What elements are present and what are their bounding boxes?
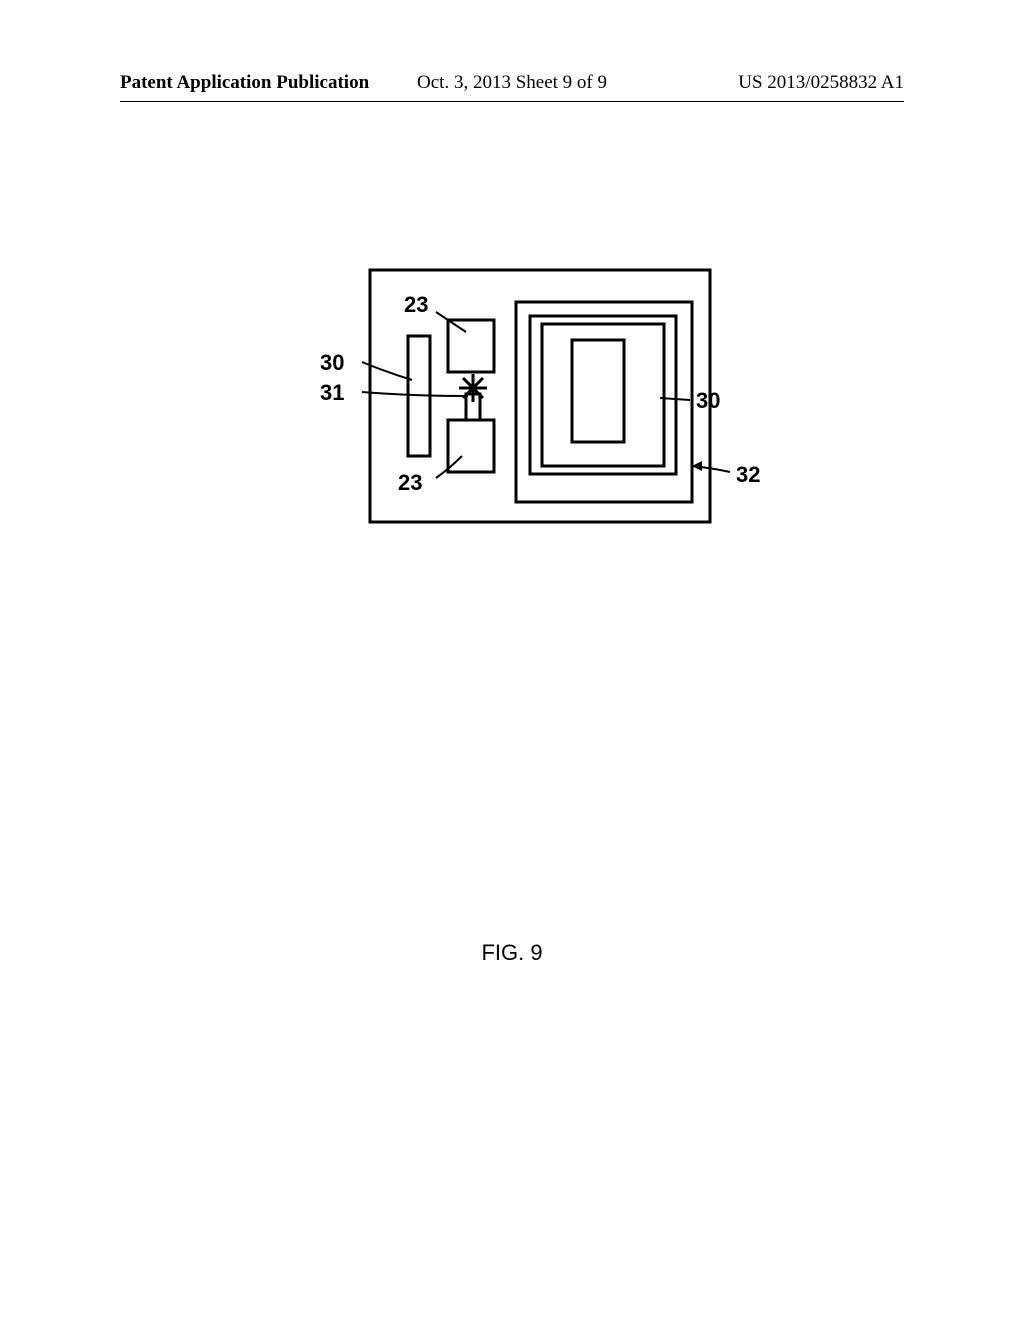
header-center: Oct. 3, 2013 Sheet 9 of 9 bbox=[417, 72, 607, 94]
page-header: Patent Application Publication Oct. 3, 2… bbox=[120, 72, 904, 102]
label-30-right: 30 bbox=[696, 388, 720, 414]
page: Patent Application Publication Oct. 3, 2… bbox=[0, 0, 1024, 1320]
rect-23-bot bbox=[448, 420, 494, 472]
label-23-top: 23 bbox=[404, 292, 428, 318]
header-left: Patent Application Publication bbox=[120, 72, 369, 101]
bulb-star-icon bbox=[459, 374, 487, 402]
label-32: 32 bbox=[736, 462, 760, 488]
figure-caption: FIG. 9 bbox=[0, 940, 1024, 966]
label-31: 31 bbox=[320, 380, 344, 406]
rect-30-right-mid bbox=[542, 324, 664, 466]
label-30-left: 30 bbox=[320, 350, 344, 376]
diagram: 23 30 31 23 30 32 bbox=[252, 260, 772, 540]
label-23-bot: 23 bbox=[398, 470, 422, 496]
rect-30-right-inner bbox=[572, 340, 624, 442]
header-right: US 2013/0258832 A1 bbox=[738, 72, 904, 101]
rect-23-top bbox=[448, 320, 494, 372]
figure-area: 23 30 31 23 30 32 bbox=[0, 260, 1024, 540]
